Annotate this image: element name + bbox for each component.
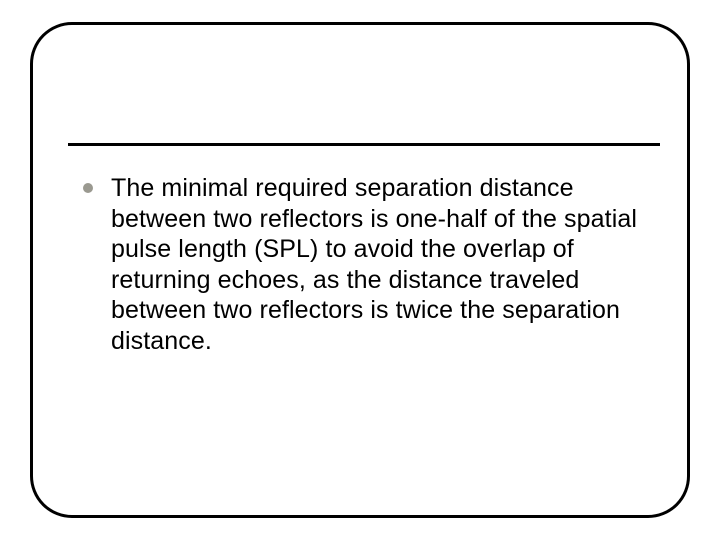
bullet-row: The minimal required separation distance…: [83, 173, 658, 356]
bullet-dot-icon: [83, 183, 93, 193]
bullet-text: The minimal required separation distance…: [111, 173, 658, 356]
title-underline: [68, 143, 660, 146]
slide-frame: The minimal required separation distance…: [30, 22, 690, 518]
content-area: The minimal required separation distance…: [83, 173, 658, 356]
